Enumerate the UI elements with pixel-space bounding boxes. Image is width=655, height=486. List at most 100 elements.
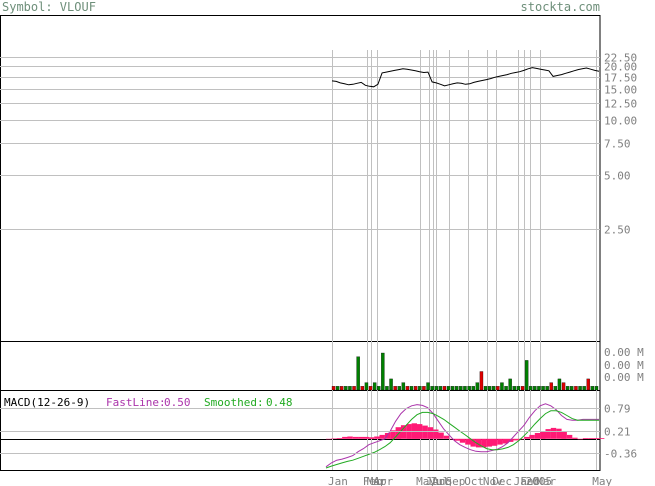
volume-bar <box>364 382 369 391</box>
volume-bar <box>438 386 443 391</box>
price-tick-label: 17.50 <box>604 72 637 85</box>
volume-bar <box>340 386 344 391</box>
volume-bar <box>352 386 356 391</box>
x-tick-label: Sep <box>446 475 466 486</box>
chart-border <box>0 15 601 471</box>
volume-bar <box>389 378 393 391</box>
macd-histogram-bar <box>577 438 583 440</box>
price-tick-label: 10.00 <box>604 115 637 128</box>
volume-bar <box>372 382 377 391</box>
volume-bar <box>426 382 430 391</box>
volume-bar <box>401 382 406 391</box>
macd-histogram-bar <box>374 436 380 439</box>
macd-histogram-bar <box>582 438 589 439</box>
macd-histogram-bar <box>379 434 385 439</box>
volume-bar <box>471 386 475 391</box>
macd-histogram-bar <box>449 438 455 440</box>
macd-histogram-bar <box>427 427 434 439</box>
x-tick-label: 2005 <box>526 475 553 486</box>
macd-histogram-bar <box>513 438 519 441</box>
volume-bar <box>565 386 570 391</box>
volume-bar <box>479 371 484 391</box>
macd-histogram-bar <box>529 434 535 439</box>
price-tick-label: 2.50 <box>604 224 631 237</box>
macd-histogram-bar <box>331 438 337 439</box>
volume-bar <box>570 386 574 391</box>
volume-bar <box>377 386 381 391</box>
price-tick-label: 20.00 <box>604 61 637 74</box>
macd-tick-label: -0.36 <box>604 448 637 461</box>
x-tick-label: Mar <box>536 475 556 486</box>
volume-bar <box>561 382 566 391</box>
macd-histogram-bar <box>540 431 546 439</box>
volume-bar <box>393 386 397 391</box>
macd-histogram-bar <box>438 432 444 439</box>
volume-bar <box>557 378 562 391</box>
macd-histogram-bar <box>599 438 605 439</box>
macd-histogram-bar <box>336 438 343 439</box>
volume-bar <box>520 386 525 391</box>
volume-bar <box>586 378 590 391</box>
macd-histogram-bar <box>390 430 396 439</box>
macd-histogram-bar <box>556 428 562 439</box>
macd-histogram-bar <box>545 429 551 439</box>
volume-bar <box>529 386 533 391</box>
volume-bar <box>331 386 336 391</box>
volume-tick-label: 0.00 M <box>604 346 644 359</box>
macd-histogram-bar <box>593 438 599 439</box>
macd-tick-label: 0.21 <box>604 426 631 439</box>
volume-bar <box>381 352 385 391</box>
volume-bar <box>442 386 447 391</box>
x-tick-label: Jan <box>514 475 534 486</box>
volume-bar <box>344 386 348 391</box>
price-tick-label: 5.00 <box>604 170 631 183</box>
volume-bar <box>397 386 401 391</box>
volume-bar <box>483 386 488 391</box>
volume-bar <box>368 386 373 391</box>
x-tick-label: Apr <box>373 475 393 486</box>
volume-bar <box>418 386 422 391</box>
macd-histogram-bar <box>550 427 557 439</box>
macd-histogram-bar <box>534 433 541 439</box>
volume-bar <box>492 386 496 391</box>
volume-tick-label: 0.00 M <box>604 371 644 384</box>
header-symbol: Symbol: VLOUF <box>2 0 96 14</box>
volume-bar <box>524 360 529 391</box>
macd-histogram-bar <box>486 438 492 447</box>
macd-histogram-bar <box>561 431 567 439</box>
macd-histogram-bar <box>395 427 401 439</box>
macd-histogram-bar <box>443 435 450 439</box>
macd-histogram-bar <box>347 436 353 439</box>
price-line <box>331 67 600 88</box>
macd-histogram-bar <box>422 425 428 439</box>
volume-bar <box>590 386 595 391</box>
x-tick-label: Oct <box>464 475 484 486</box>
volume-bar <box>504 386 508 391</box>
volume-tick-label: 0.00 M <box>604 359 644 372</box>
x-tick-label: Nov <box>483 475 503 486</box>
macd-histogram-bar <box>358 436 364 439</box>
macd-histogram-bar <box>470 438 476 447</box>
macd-histogram-bar <box>368 437 375 439</box>
macd-histogram-bar <box>363 436 369 439</box>
macd-histogram-bar <box>454 438 460 441</box>
volume-bar <box>409 386 414 391</box>
macd-histogram-bar <box>502 438 508 444</box>
macd-fast-label: FastLine: <box>106 396 166 409</box>
macd-smoothed-label: Smoothed: <box>204 396 264 409</box>
chart-frames <box>0 15 601 471</box>
price-tick-label: 22.50 <box>604 52 637 65</box>
volume-bar <box>459 386 463 391</box>
macd-histogram-bar <box>518 438 525 440</box>
volume-bar <box>385 386 389 391</box>
macd-histogram-bar <box>475 438 482 448</box>
volume-bar <box>487 386 492 391</box>
macd-histogram-bar <box>566 434 573 439</box>
volume-bar <box>553 386 558 391</box>
volume-bar <box>446 386 451 391</box>
header-site[interactable]: stockta.com <box>520 0 600 14</box>
volume-bar <box>467 386 471 391</box>
volume-bar <box>348 386 352 391</box>
macd-legend-title: MACD(12-26-9) <box>4 396 90 409</box>
volume-bar <box>594 386 599 391</box>
